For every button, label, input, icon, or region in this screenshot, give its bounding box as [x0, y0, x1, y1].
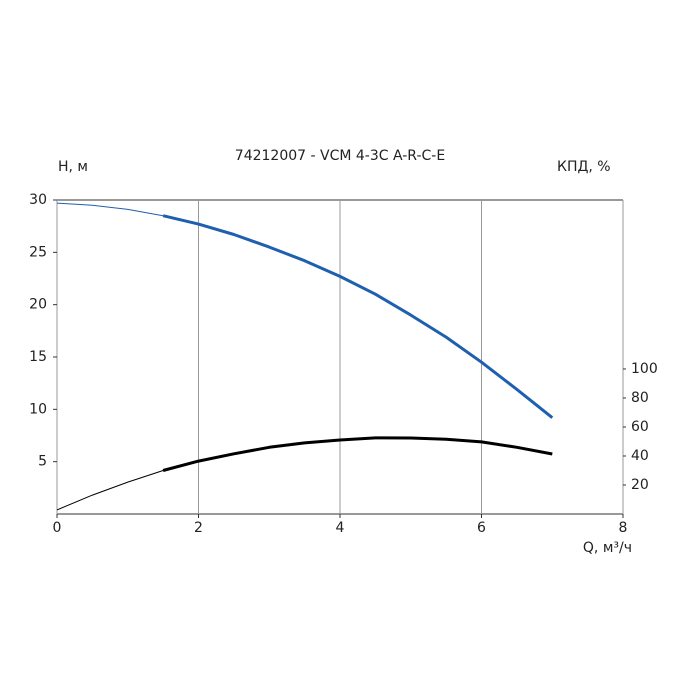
- y2-tick-label: 20: [631, 477, 649, 493]
- y2-tick-label: 60: [631, 419, 649, 435]
- y-tick-label: 25: [29, 244, 47, 260]
- x-tick-label: 8: [619, 520, 628, 536]
- curve: [56, 470, 164, 511]
- x-tick-label: 2: [194, 520, 203, 536]
- y2-tick-label: 40: [631, 448, 649, 464]
- chart-title: 74212007 - VCM 4-3C A-R-C-E: [235, 148, 445, 164]
- curve: [162, 214, 554, 419]
- y-tick-label: 10: [29, 401, 47, 417]
- x-tick-label: 6: [477, 520, 486, 536]
- y-axis-label: H, м: [58, 159, 88, 175]
- x-axis-label: Q, м³/ч: [583, 540, 632, 556]
- y2-tick-label: 80: [631, 390, 649, 406]
- y-tick-label: 30: [29, 192, 47, 208]
- y2-axis-label: КПД, %: [557, 159, 611, 175]
- curve: [56, 202, 164, 217]
- y-tick-label: 15: [29, 349, 47, 365]
- y-tick-label: 5: [38, 454, 47, 470]
- x-tick-label: 4: [336, 520, 345, 536]
- y2-tick-label: 100: [631, 361, 658, 377]
- y-tick-label: 20: [29, 297, 47, 313]
- curve: [162, 436, 553, 472]
- x-tick-label: 0: [53, 520, 62, 536]
